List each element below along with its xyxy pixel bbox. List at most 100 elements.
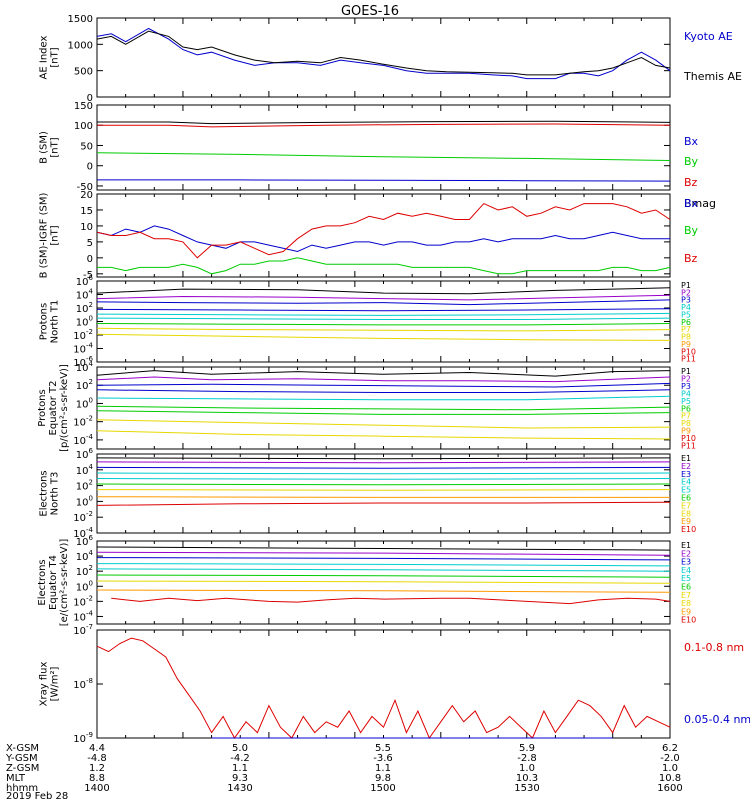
series-p9 (97, 334, 670, 340)
series-e3 (97, 558, 670, 560)
y-tick-label: 102 (76, 564, 93, 578)
series-by (97, 153, 670, 161)
y-tick-label: 106 (76, 534, 94, 548)
legend-label: 0.05-0.4 nm (684, 713, 750, 726)
y-axis-label-line: Electrons (39, 470, 50, 516)
panel-frame (97, 105, 670, 190)
y-tick-label: 100 (76, 396, 93, 410)
series-p5 (97, 313, 670, 315)
y-tick-label: 0 (87, 254, 93, 265)
series-e9 (111, 598, 670, 603)
series-p5 (97, 396, 670, 400)
series-p3 (97, 383, 670, 387)
footer-date: 2019 Feb 28 (6, 791, 68, 800)
series-e4 (97, 564, 670, 566)
series-bx (97, 226, 670, 252)
series-p3 (97, 300, 670, 305)
y-axis-label-line: AE Index (39, 35, 50, 79)
y-tick-label: 0 (87, 162, 93, 173)
y-tick-label: 1500 (68, 14, 93, 25)
series-kyoto-ae (97, 29, 670, 79)
y-axis-label-line: B (SM)-IGRF (SM) (39, 193, 50, 279)
legend-label: 0.1-0.8 nm (684, 641, 744, 654)
series-e7 (97, 581, 670, 583)
y-axis-label-line: [W/m²] (50, 666, 61, 701)
y-tick-label: 10-8 (73, 677, 93, 691)
y-tick-label: 20 (80, 190, 93, 201)
series-bz (97, 124, 670, 127)
legend-label: Bx (684, 135, 699, 148)
y-axis-label-line: [nT] (50, 225, 61, 245)
y-tick-label: 100 (74, 121, 93, 132)
footer-value-hhmm: 1500 (370, 783, 395, 794)
y-tick-label: 10-2 (73, 594, 93, 608)
y-axis-label-line: Equator T4 (48, 555, 59, 610)
footer-value-hhmm: 1430 (227, 783, 252, 794)
panel-frame (97, 630, 670, 738)
y-tick-label: 10-4 (73, 433, 93, 447)
legend-label: E10 (681, 525, 696, 534)
series-p4 (97, 309, 670, 311)
y-axis-label-line: North T3 (50, 472, 61, 516)
legend-label: Themis AE (683, 70, 742, 83)
y-tick-label: 102 (76, 479, 93, 493)
legend-label: Bx (684, 197, 699, 210)
y-tick-label: 102 (76, 378, 93, 392)
y-tick-label: 106 (76, 274, 94, 288)
series-p9 (97, 431, 670, 439)
legend-label: E10 (681, 616, 696, 625)
series-bz (97, 204, 670, 258)
panel-frame (97, 18, 670, 97)
series-p2 (97, 377, 670, 382)
y-axis-label-line: North T1 (50, 300, 61, 344)
series-e7 (97, 490, 670, 491)
series-p4 (97, 390, 670, 393)
series-p8 (97, 420, 670, 428)
legend-label: By (684, 155, 699, 168)
y-tick-label: 104 (76, 288, 94, 302)
y-axis-label-line: B (SM) (39, 131, 50, 164)
y-tick-label: 10-2 (73, 328, 93, 342)
y-tick-label: 1000 (68, 40, 93, 51)
y-tick-label: 106 (76, 447, 94, 461)
y-tick-label: 10-2 (73, 415, 93, 429)
series-p8 (97, 328, 670, 331)
series-bx (97, 180, 670, 181)
legend-label: Kyoto AE (684, 30, 733, 43)
y-axis-label-line: [e/(cm²-s-sr-keV)] (59, 539, 70, 627)
series-e6 (97, 484, 670, 485)
series-e8 (97, 497, 670, 498)
y-tick-label: 500 (74, 67, 93, 78)
y-tick-label: 150 (74, 101, 93, 112)
y-tick-label: 15 (80, 206, 93, 217)
series-e5 (97, 569, 670, 571)
y-tick-label: 10-2 (73, 510, 93, 524)
series-themis-ae (97, 31, 670, 75)
y-axis-label-line: Protons (39, 303, 50, 340)
series-e9 (97, 502, 670, 505)
y-tick-label: 50 (80, 141, 93, 152)
y-tick-label: 100 (76, 494, 93, 508)
y-tick-label: 10-4 (73, 609, 93, 623)
series-e6 (97, 575, 670, 577)
y-tick-label: 10-7 (73, 623, 93, 637)
panel-frame (97, 454, 670, 533)
y-axis-label-line: [nT] (50, 137, 61, 157)
y-tick-label: 100 (76, 579, 93, 593)
series-bmag (97, 121, 670, 123)
series-p2 (97, 295, 670, 300)
series-e2 (97, 462, 670, 463)
y-axis-label-line: [p/(cm²-s-sr-keV)] (59, 364, 70, 452)
series-0-1-0-8-nm (97, 638, 670, 738)
series-e8 (97, 590, 670, 592)
series-e4 (97, 473, 670, 474)
y-tick-label: 10 (80, 222, 93, 233)
y-axis-label-line: Protons (37, 389, 48, 426)
legend-label: Bz (684, 176, 698, 189)
